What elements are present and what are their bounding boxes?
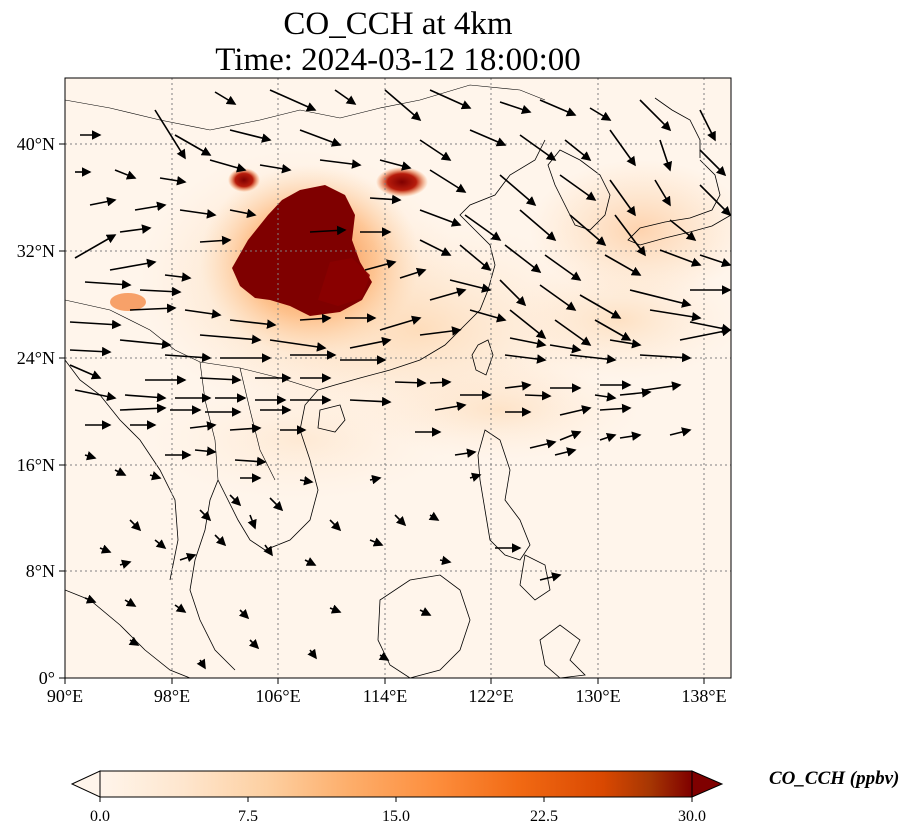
y-tick-label: 32°N <box>17 241 55 261</box>
wind-vectors <box>69 89 732 670</box>
co-plume-northwest <box>228 168 260 192</box>
map-frame <box>64 77 732 679</box>
colorbar: 0.0 7.5 15.0 22.5 30.0 <box>70 770 724 825</box>
x-tick-label: 90°E <box>47 686 83 706</box>
co-plume-north-china <box>376 167 428 197</box>
y-tick-label: 16°N <box>17 455 55 475</box>
y-tick-label: 0° <box>39 668 55 688</box>
x-tick-label: 138°E <box>681 686 726 706</box>
x-tick-label: 122°E <box>468 686 513 706</box>
colorbar-tick-label: 15.0 <box>382 808 410 825</box>
map-subtitle-time: Time: 2024-03-12 18:00:00 <box>215 42 581 78</box>
x-tick-label: 98°E <box>154 686 190 706</box>
y-tick-label: 40°N <box>17 134 55 154</box>
colorbar-gradient <box>99 770 693 798</box>
colorbar-extend-max <box>691 770 724 798</box>
concentration-field <box>110 150 731 500</box>
colorbar-tick-label: 0.0 <box>90 808 110 825</box>
colorbar-tick-label: 22.5 <box>530 808 558 825</box>
tick-marks <box>59 143 705 684</box>
colorbar-tick-label: 30.0 <box>678 808 706 825</box>
colorbar-label: CO_CCH (ppbv) <box>769 768 900 789</box>
colorbar-tick-label: 7.5 <box>238 808 258 825</box>
x-tick-label: 114°E <box>363 686 408 706</box>
x-tick-label: 106°E <box>255 686 300 706</box>
map-title: CO_CCH at 4km <box>283 6 513 42</box>
colorbar-extend-min <box>70 770 101 798</box>
y-tick-label: 8°N <box>26 561 55 581</box>
y-tick-label: 24°N <box>17 348 55 368</box>
x-tick-label: 130°E <box>575 686 620 706</box>
co-plume-west <box>110 293 146 311</box>
